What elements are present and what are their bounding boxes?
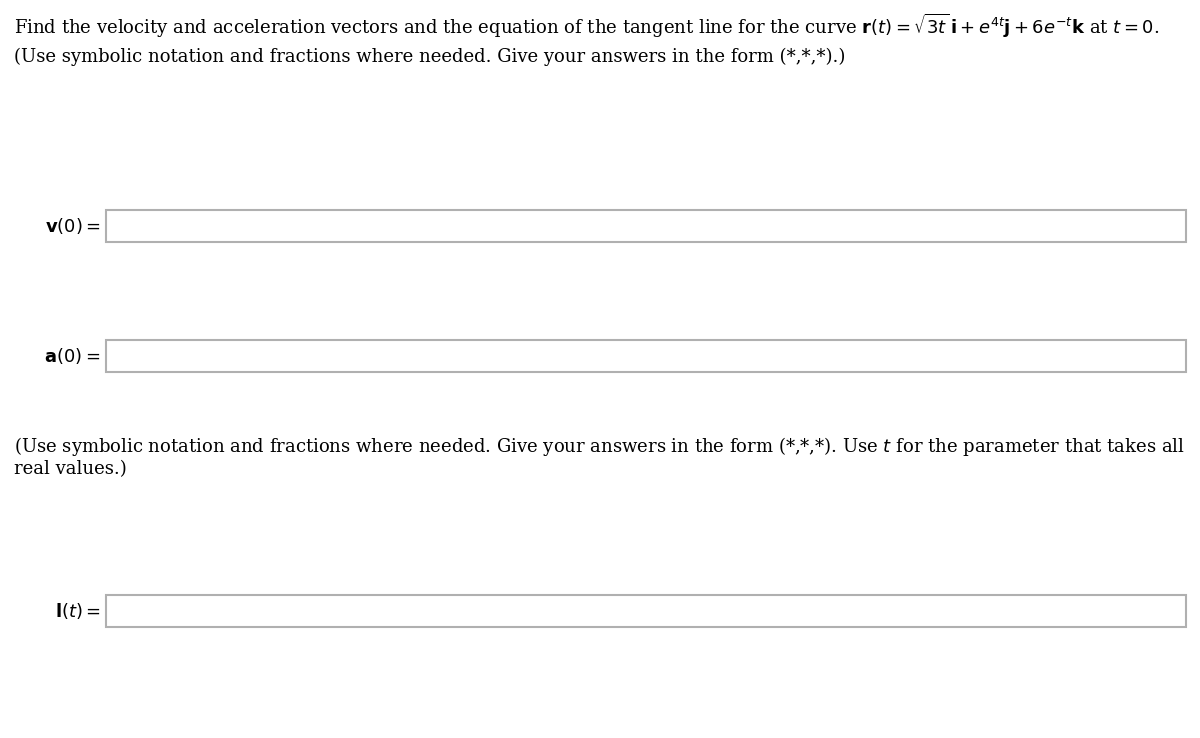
Text: $\mathbf{l}(t) =$: $\mathbf{l}(t) =$ bbox=[55, 601, 101, 621]
FancyBboxPatch shape bbox=[106, 340, 1186, 372]
Text: $\mathbf{a}(0) =$: $\mathbf{a}(0) =$ bbox=[44, 346, 101, 366]
FancyBboxPatch shape bbox=[106, 595, 1186, 627]
Text: (Use symbolic notation and fractions where needed. Give your answers in the form: (Use symbolic notation and fractions whe… bbox=[14, 48, 846, 66]
Text: real values.): real values.) bbox=[14, 460, 127, 478]
Text: $\mathbf{v}(0) =$: $\mathbf{v}(0) =$ bbox=[44, 216, 101, 236]
Text: Find the velocity and acceleration vectors and the equation of the tangent line : Find the velocity and acceleration vecto… bbox=[14, 12, 1160, 40]
Text: (Use symbolic notation and fractions where needed. Give your answers in the form: (Use symbolic notation and fractions whe… bbox=[14, 435, 1186, 458]
FancyBboxPatch shape bbox=[106, 210, 1186, 242]
